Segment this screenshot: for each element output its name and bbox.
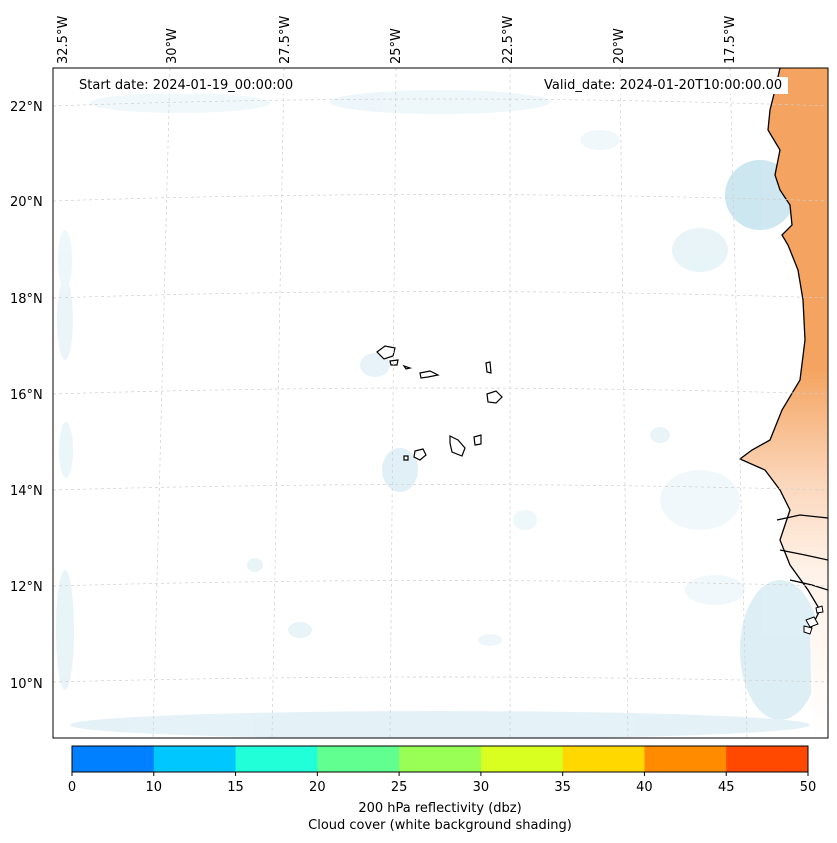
colorbar-tick-label: 30 bbox=[473, 780, 490, 795]
lat-label: 16°N bbox=[10, 388, 43, 403]
lon-label: 30°W bbox=[165, 28, 180, 64]
cloud-cover bbox=[56, 90, 820, 738]
colorbar-tick-label: 40 bbox=[636, 780, 653, 795]
island-sao-vicente bbox=[389, 359, 399, 366]
valid-date-label: Valid_date: 2024-01-20T10:00:00.00 bbox=[538, 77, 789, 94]
colorbar-tick-label: 15 bbox=[227, 780, 244, 795]
island-maio bbox=[473, 434, 482, 446]
ocean bbox=[53, 68, 828, 738]
lon-label: 32.5°W bbox=[56, 16, 71, 64]
lat-label: 10°N bbox=[10, 677, 43, 692]
island-sal bbox=[485, 361, 492, 374]
lon-label: 27.5°W bbox=[278, 16, 293, 64]
colorbar-segment bbox=[72, 746, 155, 772]
lat-label: 14°N bbox=[10, 484, 43, 499]
colorbar-segment bbox=[562, 746, 645, 772]
island-santo-antao bbox=[376, 345, 396, 360]
colorbar-segment bbox=[399, 746, 482, 772]
land-africa bbox=[740, 68, 828, 738]
island-santa-luzia bbox=[402, 364, 413, 370]
lat-label: 18°N bbox=[10, 292, 43, 307]
island-boa-vista bbox=[486, 390, 503, 404]
island-brava bbox=[403, 455, 409, 461]
map-frame bbox=[52, 67, 829, 739]
colorbar-tick-label: 10 bbox=[146, 780, 163, 795]
bissagos-islands bbox=[803, 605, 824, 635]
lat-label: 22°N bbox=[10, 100, 43, 115]
lon-label: 22.5°W bbox=[501, 16, 516, 64]
colorbar-tick-label: 25 bbox=[391, 780, 408, 795]
island-fogo bbox=[413, 448, 427, 461]
cape-verde-islands bbox=[376, 345, 503, 461]
coastline-senegal-gambia bbox=[776, 514, 828, 591]
colorbar-tick-label: 45 bbox=[718, 780, 735, 795]
lat-label: 20°N bbox=[10, 195, 43, 210]
map-panel[interactable] bbox=[53, 68, 828, 739]
colorbar-tick-label: 50 bbox=[800, 780, 817, 795]
lon-label: 25°W bbox=[389, 28, 404, 64]
colorbar-label: 200 hPa reflectivity (dbz) bbox=[358, 801, 522, 816]
colorbar-tick-label: 35 bbox=[554, 780, 571, 795]
lon-label: 17.5°W bbox=[723, 16, 738, 64]
colorbar-frame bbox=[71, 745, 809, 773]
latitude-labels: 22°N 20°N 18°N 16°N 14°N 12°N 10°N bbox=[10, 100, 43, 692]
island-sao-nicolau bbox=[419, 370, 440, 379]
colorbar-tick-label: 20 bbox=[309, 780, 326, 795]
colorbar-sublabel: Cloud cover (white background shading) bbox=[308, 818, 572, 833]
colorbar-tick-label: 0 bbox=[68, 780, 76, 795]
colorbar-segment bbox=[480, 746, 564, 772]
colorbar-segment bbox=[317, 746, 400, 772]
colorbar bbox=[72, 746, 809, 772]
colorbar-segment bbox=[153, 746, 237, 772]
colorbar-segment bbox=[235, 746, 318, 772]
colorbar-ticks: 0 10 15 20 25 30 35 40 45 50 bbox=[68, 772, 816, 795]
island-santiago bbox=[449, 435, 466, 457]
coastline-africa bbox=[738, 68, 821, 631]
lon-label: 20°W bbox=[612, 28, 627, 64]
colorbar-segment bbox=[644, 746, 727, 772]
graticule bbox=[53, 68, 828, 738]
lat-label: 12°N bbox=[10, 580, 43, 595]
colorbar-segment bbox=[726, 746, 809, 772]
start-date-label: Start date: 2024-01-19_00:00:00 bbox=[73, 77, 300, 94]
longitude-labels: 32.5°W 30°W 27.5°W 25°W 22.5°W 20°W 17.5… bbox=[56, 16, 738, 64]
